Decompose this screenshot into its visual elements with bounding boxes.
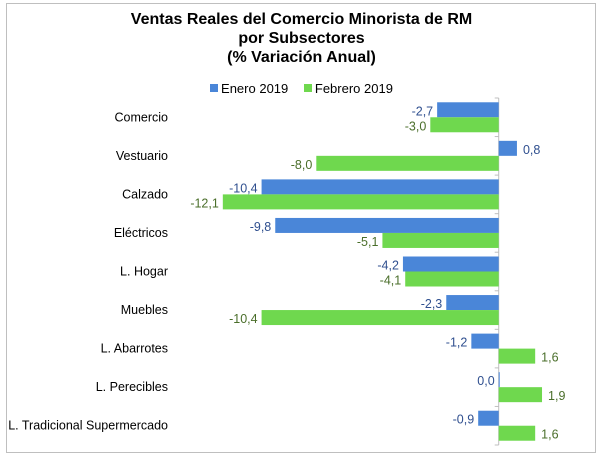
data-label: 1,6 — [541, 351, 558, 365]
data-label: -0,9 — [453, 413, 475, 427]
data-label: -4,2 — [377, 259, 399, 273]
chart-title: Ventas Reales del Comercio Minorista de … — [130, 11, 473, 28]
bar-febrero — [382, 232, 499, 248]
category-label: Calzado — [122, 187, 168, 201]
category-label: L. Tradicional Supermercado — [8, 419, 168, 433]
data-label: -8,0 — [291, 158, 313, 172]
bar-enero — [275, 217, 499, 233]
data-label: -4,1 — [380, 274, 402, 288]
bar-enero — [498, 372, 500, 388]
legend-item-febrero: Febrero 2019 — [303, 81, 393, 96]
category-label: L. Abarrotes — [101, 342, 168, 356]
chart-subtitle-line-2: (% Variación Anual) — [227, 49, 376, 66]
bar-enero — [478, 410, 499, 426]
category-label: Comercio — [115, 110, 169, 124]
category-label: Muebles — [121, 303, 168, 317]
bar-febrero — [316, 155, 499, 171]
legend: Enero 2019 Febrero 2019 — [0, 81, 603, 96]
data-label: 1,9 — [548, 389, 565, 403]
category-label: L. Perecibles — [96, 380, 168, 394]
data-label: -1,2 — [446, 336, 468, 350]
data-label: -3,0 — [405, 119, 427, 133]
bar-enero — [471, 333, 499, 349]
bar-febrero — [498, 387, 543, 403]
bar-enero — [261, 179, 499, 195]
bar-febrero — [405, 271, 499, 287]
data-label: -10,4 — [229, 181, 258, 195]
data-label: -10,4 — [229, 312, 258, 326]
data-label: 0,0 — [477, 374, 494, 388]
data-label: -2,3 — [421, 297, 443, 311]
chart-subtitle-line-1: por Subsectores — [238, 30, 365, 47]
category-label: Eléctricos — [114, 226, 168, 240]
bar-febrero — [430, 117, 499, 133]
legend-swatch-enero — [210, 84, 219, 92]
data-label: 0,8 — [523, 143, 540, 157]
bar-febrero — [261, 310, 499, 326]
bar-enero — [498, 140, 517, 156]
bar-febrero — [222, 194, 499, 210]
legend-label-enero: Enero 2019 — [221, 81, 289, 96]
legend-label-febrero: Febrero 2019 — [314, 81, 393, 96]
bar-febrero — [498, 425, 536, 441]
data-label: -5,1 — [357, 235, 379, 249]
bar-enero — [402, 256, 499, 272]
bar-enero — [437, 102, 499, 118]
data-label: -2,7 — [412, 104, 434, 118]
data-label: -12,1 — [190, 196, 219, 210]
category-label: L. Hogar — [120, 265, 168, 279]
legend-item-enero: Enero 2019 — [210, 81, 288, 96]
chart-frame — [6, 3, 596, 453]
data-label: 1,6 — [541, 428, 558, 442]
data-label: -9,8 — [250, 220, 272, 234]
bar-febrero — [498, 348, 536, 364]
legend-swatch-febrero — [303, 84, 312, 92]
bar-enero — [446, 295, 499, 311]
category-label: Vestuario — [116, 149, 168, 163]
